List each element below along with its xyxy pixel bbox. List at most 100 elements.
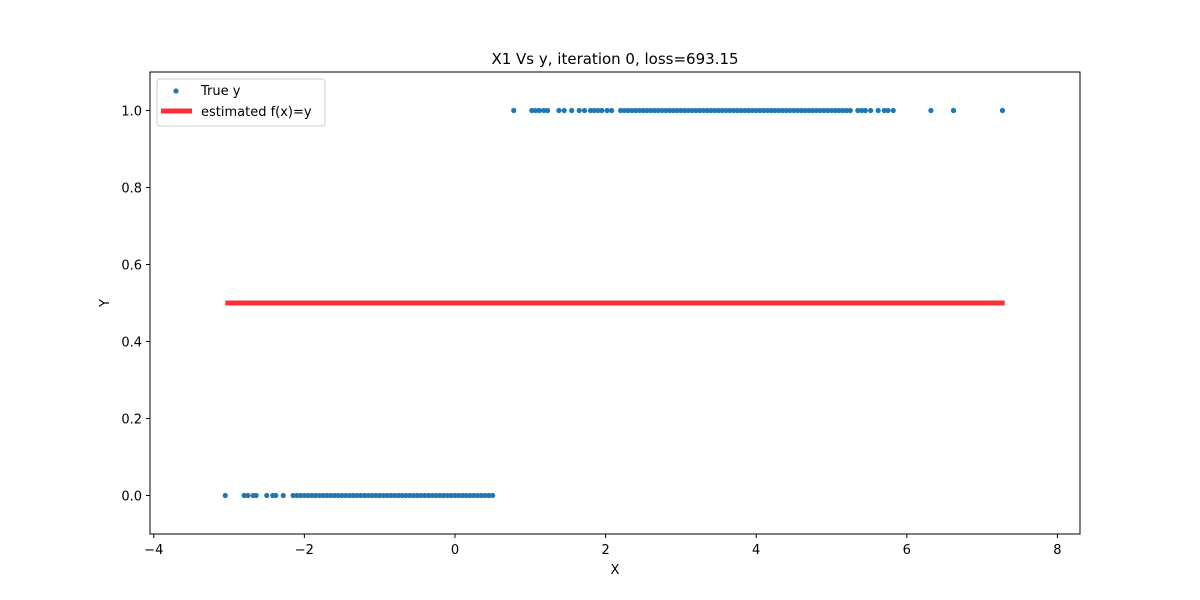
data-point (482, 492, 488, 499)
data-point (659, 107, 665, 114)
data-point (663, 107, 669, 114)
data-point (362, 492, 368, 499)
data-point (444, 492, 451, 499)
data-point (294, 492, 300, 499)
data-point (410, 492, 417, 499)
data-point (791, 107, 797, 114)
data-point (324, 492, 330, 499)
data-point (380, 492, 387, 499)
y-tick-label: 1.0 (121, 105, 142, 120)
data-point (859, 107, 865, 114)
data-point (890, 107, 896, 114)
data-point (723, 107, 729, 114)
x-tick-label: 0 (451, 543, 459, 558)
data-point (377, 492, 383, 499)
data-point (403, 492, 409, 499)
data-point (328, 492, 334, 499)
data-point (749, 107, 756, 114)
data-point (331, 492, 338, 499)
data-point (881, 107, 887, 114)
data-point (742, 107, 748, 114)
x-tick-label: 2 (601, 543, 609, 558)
data-point (339, 492, 345, 499)
x-tick-label: 6 (903, 543, 911, 558)
data-point (595, 107, 601, 114)
data-point (245, 492, 251, 499)
data-point (309, 492, 315, 499)
y-axis: 0.0 0.2 0.4 0.6 0.8 1.0 (121, 105, 150, 505)
data-point (746, 107, 752, 114)
data-point (757, 107, 763, 114)
data-point (545, 107, 551, 114)
data-point (222, 492, 228, 499)
data-point (467, 492, 473, 499)
data-point (373, 492, 379, 499)
data-point (422, 492, 428, 499)
data-point (776, 107, 782, 114)
data-point (429, 492, 435, 499)
data-point (273, 492, 279, 499)
data-point (625, 107, 631, 114)
data-point (241, 492, 247, 499)
data-point (346, 492, 353, 499)
data-point (581, 107, 588, 114)
data-marks (222, 107, 1006, 499)
data-point (609, 107, 615, 114)
data-point (441, 492, 447, 499)
data-point (764, 107, 771, 114)
data-point (426, 492, 432, 499)
data-point (633, 107, 639, 114)
data-point (604, 107, 610, 114)
x-tick-label: −2 (295, 543, 314, 558)
data-point (486, 492, 492, 499)
data-point (290, 492, 296, 499)
data-point (655, 107, 661, 114)
data-point (832, 107, 838, 114)
legend-marker-true-y (173, 88, 179, 94)
data-point (369, 492, 375, 499)
data-point (599, 107, 605, 114)
data-point (407, 492, 413, 499)
data-point (885, 107, 891, 114)
data-point (761, 107, 767, 114)
data-point (478, 492, 484, 499)
data-point (388, 492, 394, 499)
data-point (693, 107, 699, 114)
data-point (354, 492, 360, 499)
data-point (651, 107, 658, 114)
legend-label-true-y: True y (200, 84, 241, 99)
data-point (636, 107, 643, 114)
data-point (802, 107, 808, 114)
y-tick-label: 0.8 (121, 182, 142, 197)
data-point (772, 107, 778, 114)
data-point (674, 107, 680, 114)
data-point (448, 492, 454, 499)
data-point (529, 107, 535, 114)
data-point (640, 107, 646, 114)
data-point (855, 107, 861, 114)
data-point (629, 107, 635, 114)
data-point (350, 492, 356, 499)
data-point (843, 107, 850, 114)
data-point (795, 107, 801, 114)
data-point (868, 107, 874, 114)
data-point (618, 107, 624, 114)
data-point (316, 492, 323, 499)
x-tick-label: 4 (752, 543, 760, 558)
legend-label-estimated: estimated f(x)=y (201, 105, 312, 120)
data-point (810, 107, 816, 114)
data-point (587, 107, 594, 114)
data-point (365, 492, 371, 499)
data-point (813, 107, 820, 114)
data-point (753, 107, 759, 114)
data-point (591, 107, 597, 114)
data-point (719, 107, 725, 114)
x-tick-label: −4 (144, 543, 163, 558)
x-tick-label: 8 (1053, 543, 1061, 558)
x-axis-label: X (611, 563, 620, 578)
data-point (685, 107, 692, 114)
data-point (862, 107, 868, 114)
data-point (335, 492, 341, 499)
data-point (689, 107, 695, 114)
